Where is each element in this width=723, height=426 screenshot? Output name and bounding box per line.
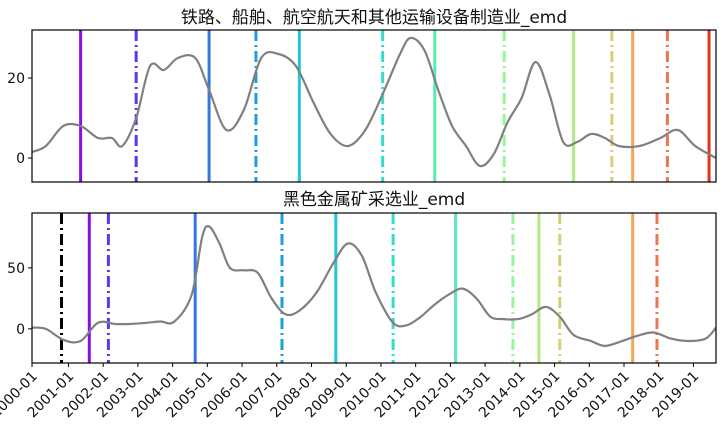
series-line-transport-equipment-1 [32, 36, 716, 168]
chart-panel-ferrous-mining: 黑色金属矿采选业_emd 0 50 2000-012001-012002-0120… [0, 190, 717, 421]
plot-area-transport-equipment [32, 30, 716, 182]
y-tick-label: 0 [16, 322, 25, 338]
x-ticks-ferrous-mining: 2000-012001-012002-012003-012004-012005-… [0, 363, 702, 421]
y-tick-label: 20 [7, 71, 25, 87]
series-line-ferrous-mining-1 [32, 224, 716, 347]
y-ticks-transport-equipment: 0 20 [7, 71, 32, 167]
plot-area-ferrous-mining [32, 213, 716, 363]
y-tick-label: 0 [16, 151, 25, 167]
y-tick-label: 50 [7, 261, 25, 277]
chart-title-transport-equipment: 铁路、船舶、航空航天和其他运输设备制造业_emd [181, 8, 567, 28]
axes-frame-ferrous-mining [31, 212, 717, 364]
chart-title-ferrous-mining: 黑色金属矿采选业_emd [283, 190, 465, 210]
y-ticks-ferrous-mining: 0 50 [7, 261, 32, 338]
chart-panel-transport-equipment: 铁路、船舶、航空航天和其他运输设备制造业_emd 0 20 [7, 8, 717, 183]
axes-frame-transport-equipment [31, 29, 717, 183]
